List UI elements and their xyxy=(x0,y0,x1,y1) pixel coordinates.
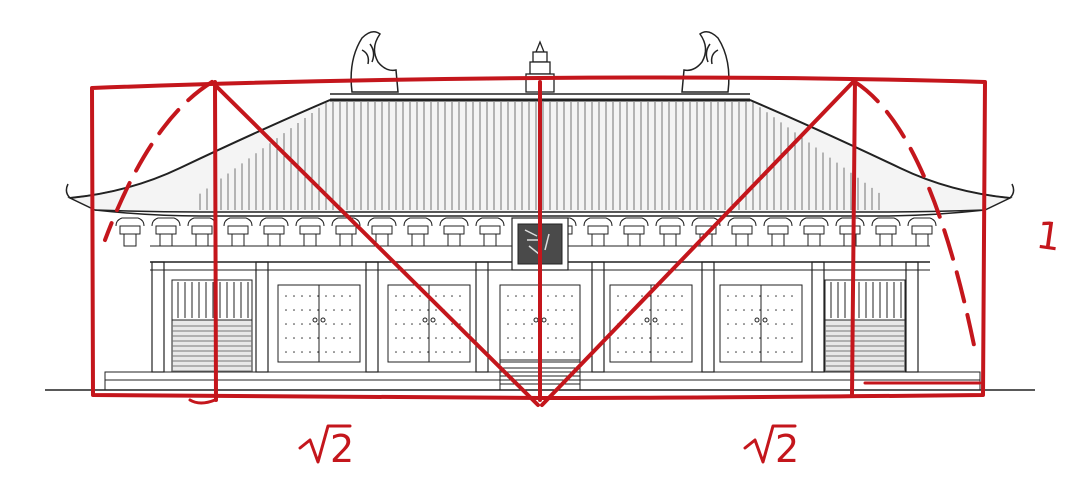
ridge-ornament-left xyxy=(350,31,399,93)
ridge-ornament-right xyxy=(681,31,730,93)
columns xyxy=(151,261,919,373)
right-diagonal xyxy=(540,78,857,407)
right-arc-dashed xyxy=(853,80,977,352)
side-window-left xyxy=(171,279,253,373)
left-ratio-digit: 2 xyxy=(330,427,354,471)
left-diagonal xyxy=(210,80,540,407)
sqrt-symbol-right xyxy=(743,424,797,464)
outer-rectangle xyxy=(90,75,987,400)
left-vertical-line xyxy=(213,80,218,402)
bottom-left-mark xyxy=(188,398,217,405)
sqrt-symbol-left xyxy=(298,424,352,464)
proportion-overlay xyxy=(90,75,987,464)
right-vertical-line xyxy=(850,78,857,397)
side-window-right xyxy=(824,279,906,373)
height-ratio-label: 1 xyxy=(1034,213,1064,260)
left-arc-dashed xyxy=(103,80,214,242)
right-ratio-digit: 2 xyxy=(775,427,799,471)
